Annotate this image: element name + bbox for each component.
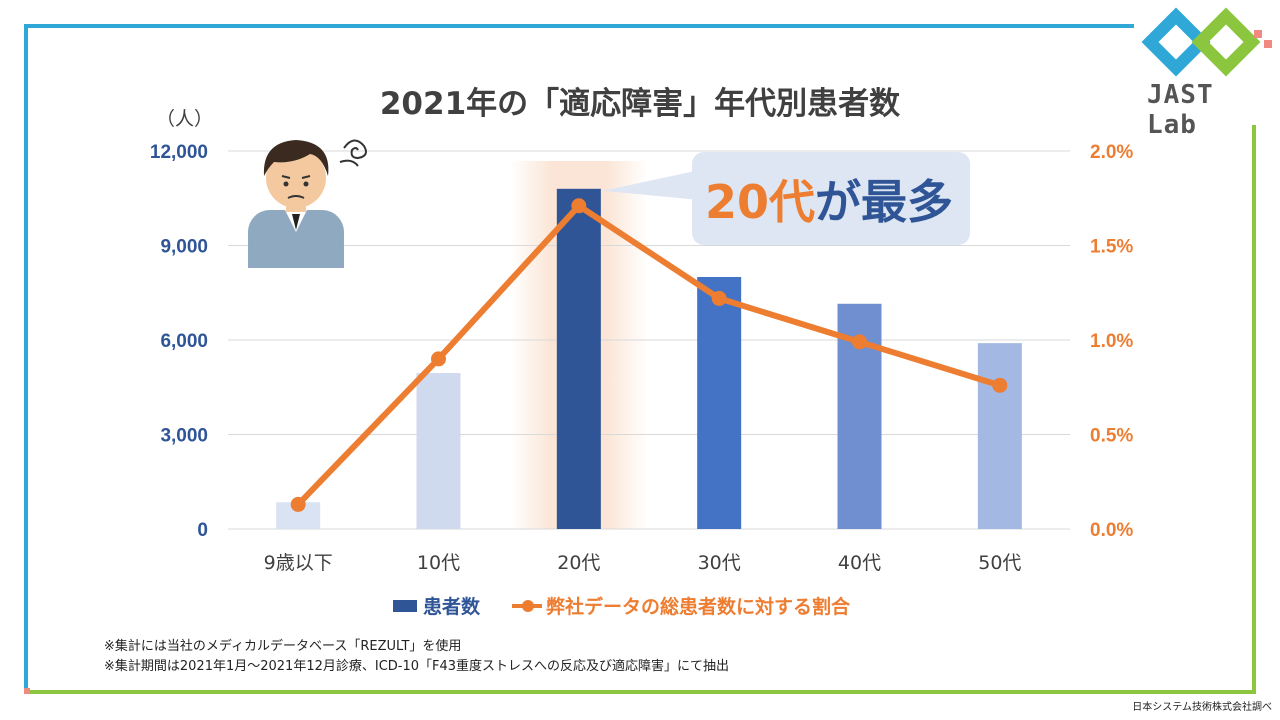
footnotes: ※集計には当社のメディカルデータベース「REZULT」を使用 ※集計期間は202… [104, 637, 729, 677]
legend-line-label: 弊社データの総患者数に対する割合 [546, 596, 851, 618]
ratio-point-9歳以下 [290, 496, 306, 512]
x-axis-tick: 10代 [417, 552, 460, 574]
source-credit: 日本システム技術株式会社調べ [1132, 702, 1272, 713]
left-axis-tick: 0 [197, 520, 208, 541]
worried-person-icon [248, 139, 367, 268]
legend-bar-swatch [393, 599, 417, 612]
footnote-2: ※集計期間は2021年1月～2021年12月診療、ICD-10「F43重度ストレ… [104, 659, 730, 674]
callout-suffix: が最多 [815, 175, 954, 229]
ratio-point-20代 [571, 198, 587, 214]
ratio-point-10代 [431, 351, 446, 367]
x-axis-tick: 9歳以下 [264, 552, 333, 574]
logo-text: JAST Lab [1147, 80, 1214, 140]
frame-bottom-border [24, 690, 1256, 694]
callout-pointer [602, 170, 700, 200]
callout-highlight: 20代 [705, 175, 816, 229]
left-axis-tick: 9,000 [160, 237, 208, 258]
corner-accent [24, 688, 30, 694]
bar-10代 [416, 373, 461, 529]
callout-box [692, 152, 970, 245]
frame-left-border [24, 24, 28, 689]
right-axis-tick: 1.5% [1090, 237, 1133, 258]
y-axis-unit: （人） [156, 108, 214, 130]
x-axis-tick: 30代 [698, 552, 741, 574]
bar-20代 [556, 188, 601, 530]
left-axis-tick: 3,000 [160, 426, 208, 447]
footnote-1: ※集計には当社のメディカルデータベース「REZULT」を使用 [104, 639, 462, 654]
x-axis-tick: 20代 [557, 552, 600, 574]
right-axis-tick: 1.0% [1090, 331, 1133, 352]
ratio-point-40代 [852, 334, 867, 350]
frame-top-border [24, 24, 1134, 28]
frame-right-border [1252, 125, 1256, 694]
left-axis-tick: 12,000 [150, 142, 208, 163]
bar-30代 [697, 277, 742, 529]
bar-50代 [977, 343, 1022, 529]
right-axis-tick: 0.5% [1090, 426, 1133, 447]
ratio-line [296, 202, 1001, 507]
ratio-point-30代 [711, 290, 727, 306]
x-axis-tick: 50代 [978, 552, 1021, 574]
callout-text: 20代が最多 [705, 166, 953, 232]
chart-title: 2021年の「適応障害」年代別患者数 [379, 86, 901, 122]
chart-legend: 患者数 弊社データの総患者数に対する割合 [393, 592, 850, 619]
right-axis-tick: 0.0% [1090, 520, 1133, 541]
jast-lab-logo-icon [1141, 7, 1272, 77]
legend-bar-label: 患者数 [423, 596, 481, 618]
left-axis-tick: 6,000 [160, 331, 208, 352]
x-axis-tick: 40代 [838, 552, 881, 574]
right-axis-tick: 2.0% [1090, 142, 1133, 163]
legend-line-swatch [512, 599, 543, 612]
ratio-point-50代 [992, 377, 1008, 393]
